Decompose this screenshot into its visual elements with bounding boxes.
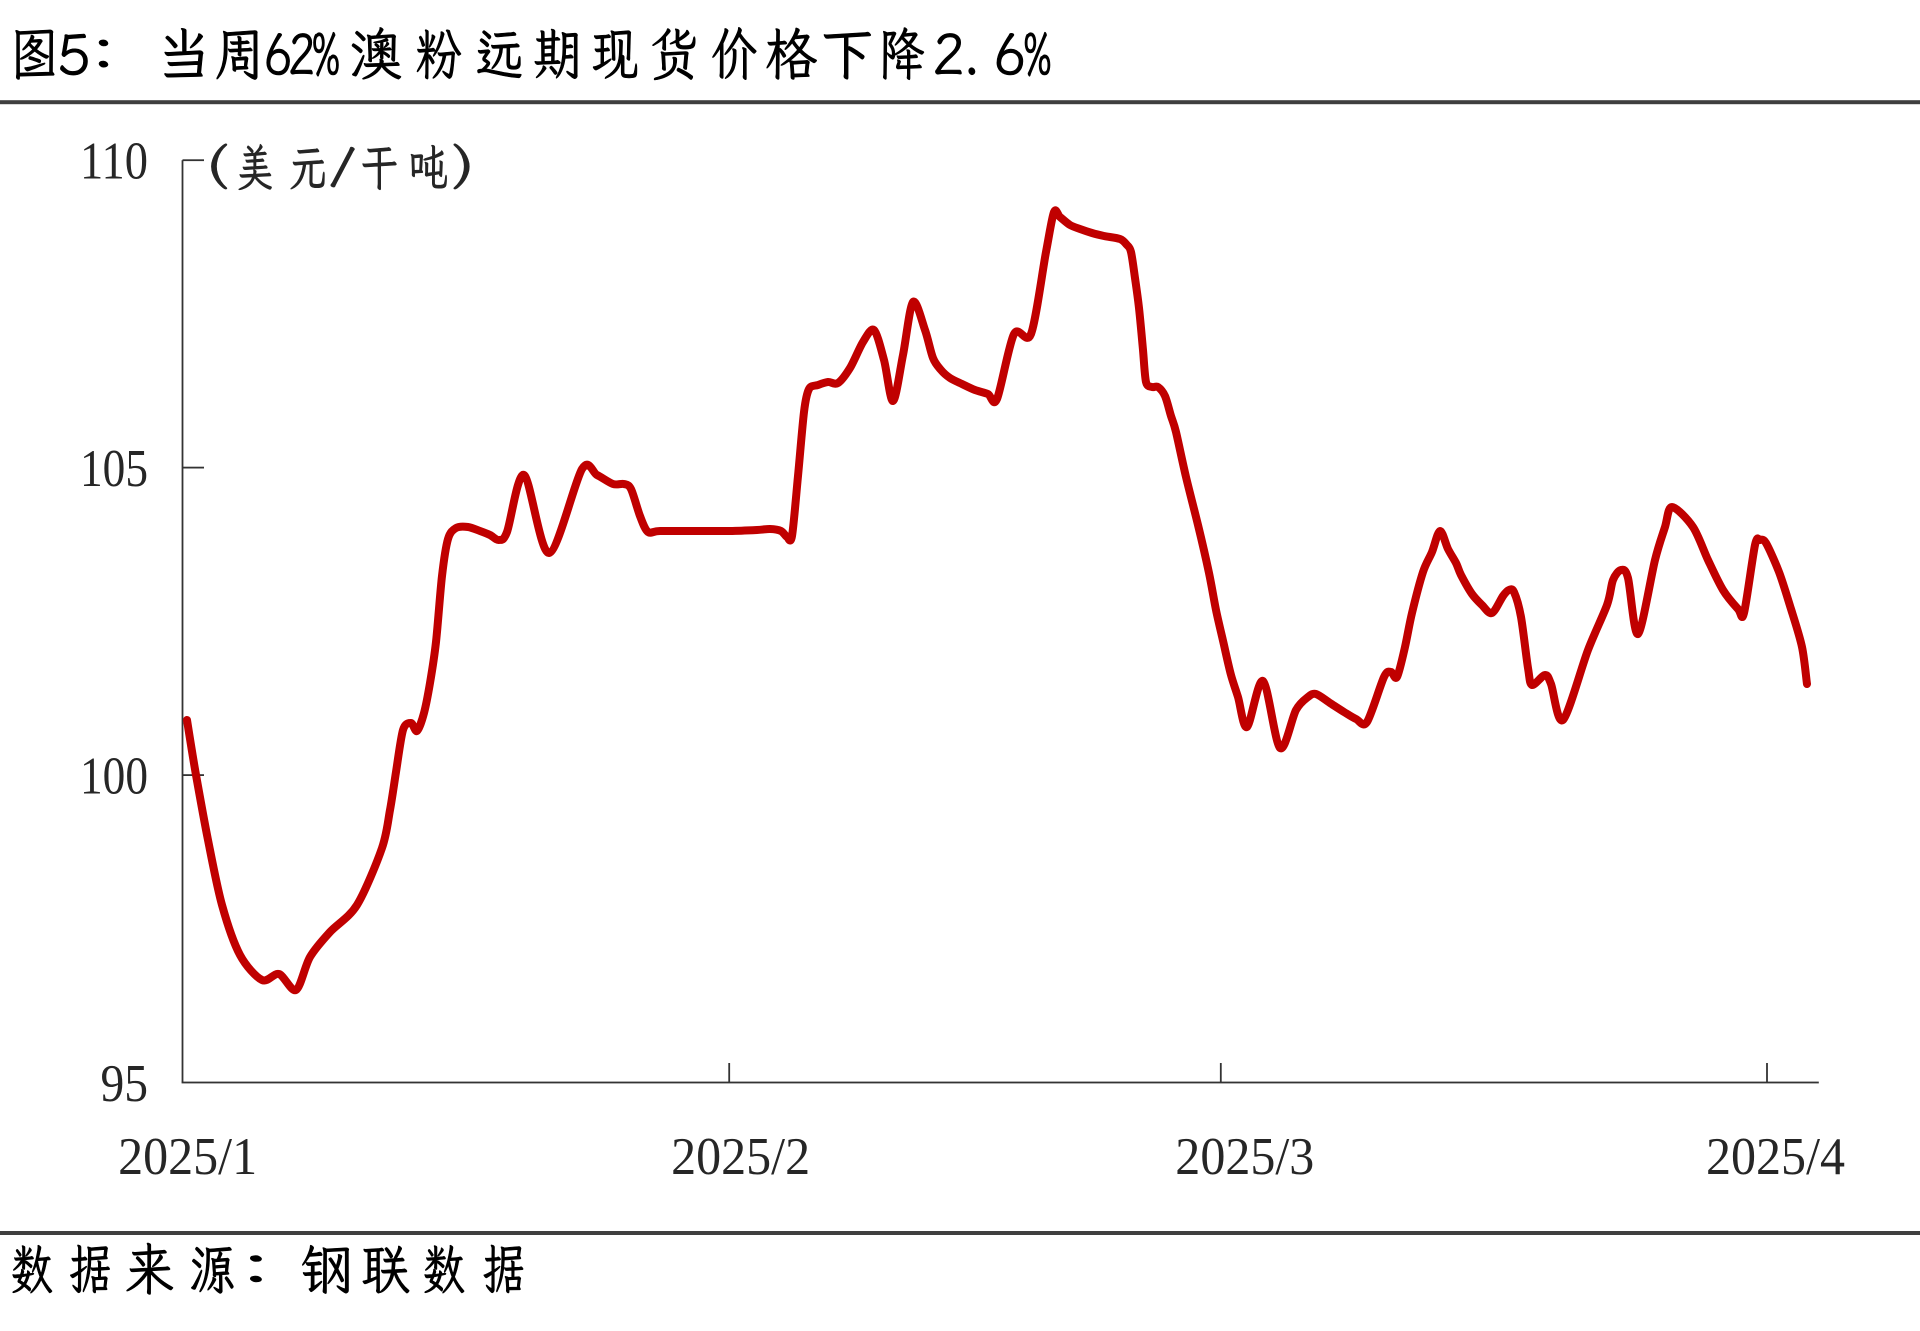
svg-text:100: 100 — [80, 748, 148, 806]
svg-text:95: 95 — [101, 1055, 149, 1113]
svg-text:110: 110 — [80, 133, 148, 191]
svg-text:2025/4: 2025/4 — [1706, 1128, 1845, 1186]
svg-text:105: 105 — [80, 440, 148, 498]
svg-text:2025/1: 2025/1 — [118, 1128, 257, 1186]
svg-text:2025/2: 2025/2 — [671, 1128, 810, 1186]
svg-text:2025/3: 2025/3 — [1175, 1128, 1314, 1186]
